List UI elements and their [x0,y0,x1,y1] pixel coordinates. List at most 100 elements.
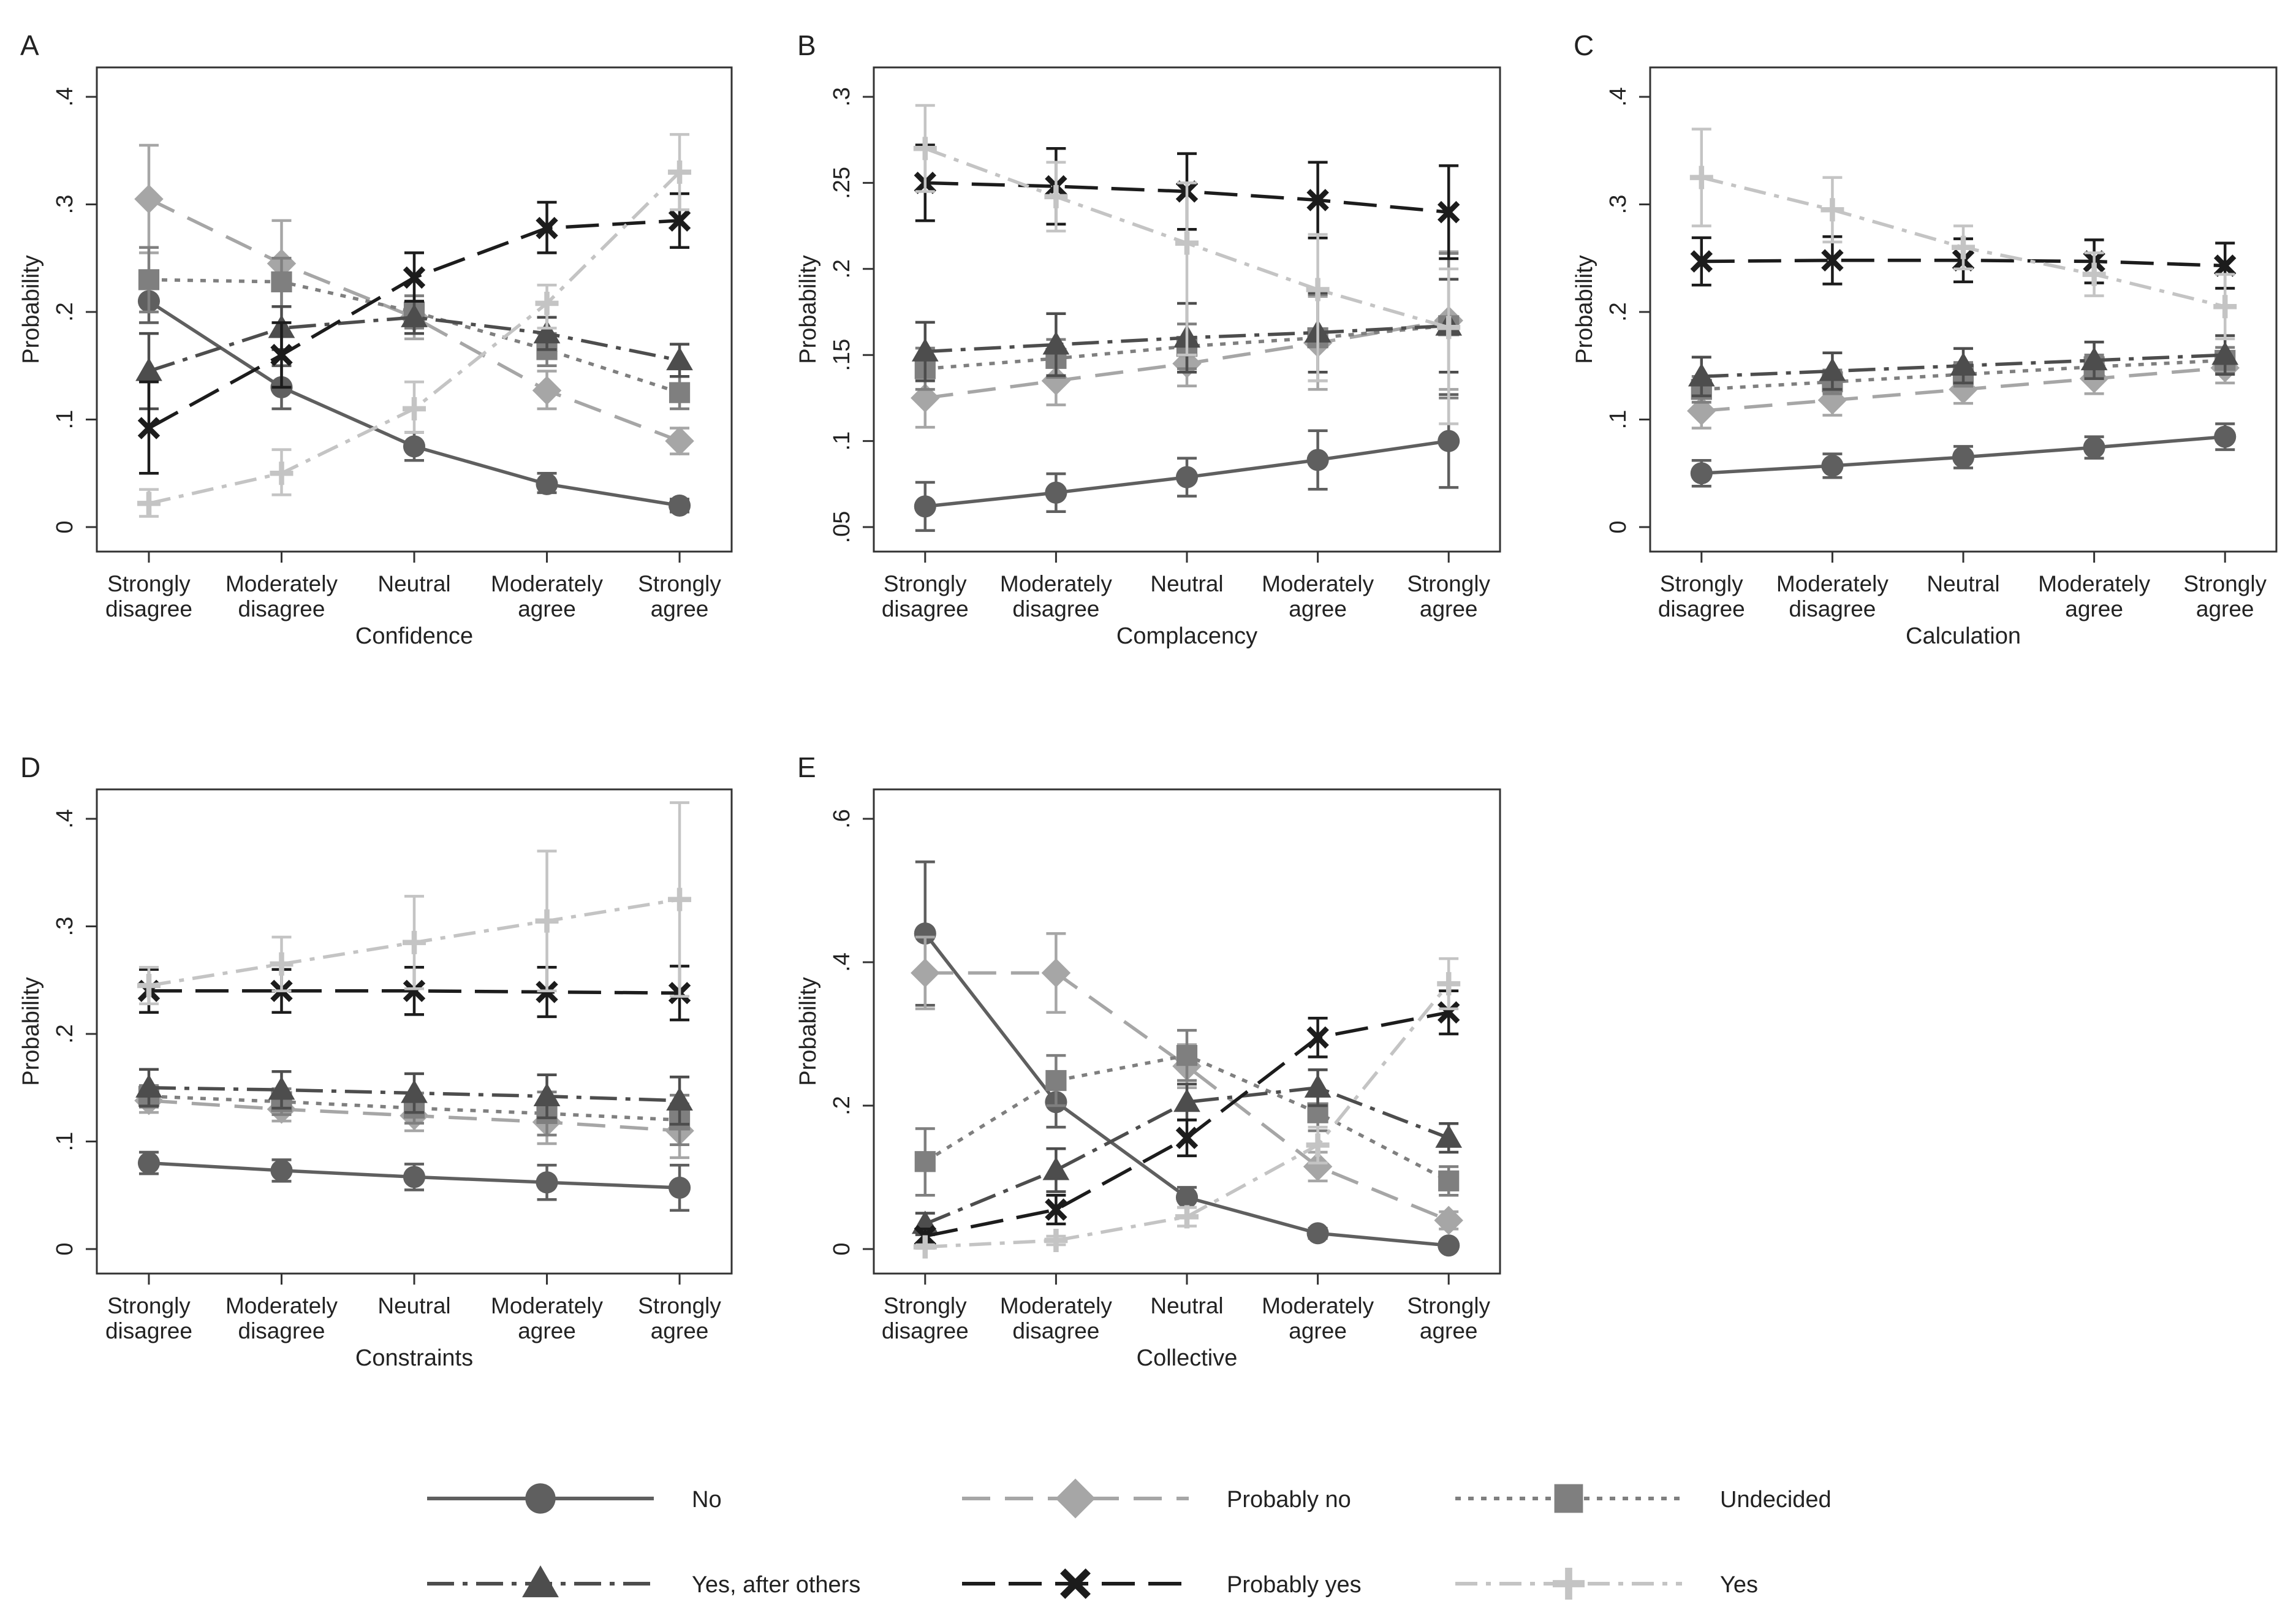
panel-a: A0.1.2.3.4ProbabilityStronglydisagreeMod… [18,29,733,649]
data-point [533,1082,561,1106]
y-axis-title: Probability [18,255,44,363]
data-point [137,492,161,515]
series-undecided [914,1028,1460,1197]
data-point [1952,446,1975,468]
data-point [270,952,294,976]
x-tick-label: disagree [882,596,969,621]
x-tick-label: agree [518,1318,576,1343]
series-probably-yes [137,192,691,475]
y-tick-label: .4 [52,87,78,107]
data-point [1688,363,1715,387]
series-line [924,1085,1450,1226]
y-tick-label: .3 [829,87,855,107]
y-tick-label: .4 [1605,87,1631,107]
y-tick-label: .4 [829,952,855,972]
series-yes [913,104,1461,425]
data-point [1175,1126,1199,1149]
data-point [134,184,164,214]
data-point [137,417,161,439]
data-point [2082,262,2106,286]
series-line [925,971,1450,1222]
data-point [911,338,939,362]
data-point [1306,1133,1330,1157]
data-point [1437,1001,1460,1024]
series-line [148,278,680,395]
y-axis-title: Probability [795,977,821,1085]
panel-letter: D [20,751,40,783]
data-point [1438,1234,1460,1257]
data-point [1306,189,1329,211]
data-point [138,269,160,291]
series-line [148,197,681,443]
data-point [1952,235,1975,259]
legend-label: No [692,1487,722,1513]
legend-label: Probably yes [1227,1572,1362,1598]
panel-d: D0.1.2.3.4ProbabilityStronglydisagreeMod… [18,751,733,1371]
y-tick-label: .05 [829,511,855,544]
x-tick-label: disagree [238,596,325,621]
data-point [914,495,936,518]
legend-label: Yes, after others [692,1572,860,1598]
y-axis-title: Probability [18,977,44,1085]
data-point [135,1074,162,1098]
legend-label: Yes [1720,1572,1758,1598]
data-point [1175,1186,1199,1209]
data-point [1045,481,1067,504]
data-point [137,974,161,998]
x-tick-label: disagree [1012,596,1099,621]
data-point [2214,425,2237,448]
x-tick-label: Strongly [638,1293,721,1318]
plot-frame [96,788,733,1275]
x-tick-label: Strongly [1407,1293,1490,1318]
x-tick-label: agree [651,1318,709,1343]
x-tick-label: disagree [105,1318,192,1343]
data-point [914,1151,936,1172]
y-tick-label: .4 [52,809,78,829]
y-tick-label: 0 [52,520,78,533]
data-point [668,494,691,517]
data-point [271,271,292,292]
data-point [535,909,559,933]
x-axis-title: Complacency [1116,623,1257,649]
legend-item-probably-no: Probably no [962,1478,1351,1519]
data-point [1304,1074,1332,1098]
x-tick-label: disagree [238,1318,325,1343]
series-yes [137,133,692,518]
error-bar [1177,181,1197,357]
panel-letter: A [20,29,39,61]
data-point [2211,341,2239,365]
panel-e: E0.2.4.6ProbabilityStronglydisagreeModer… [795,751,1501,1371]
data-point [1044,184,1068,208]
data-point [1690,462,1713,485]
data-point [665,426,694,456]
data-point [1821,454,1844,477]
data-point [403,979,426,1003]
series-yes [913,957,1461,1259]
y-tick-label: .3 [1605,195,1631,215]
y-tick-label: 0 [52,1242,78,1255]
data-point [1044,1228,1068,1252]
data-point [403,1166,426,1188]
data-point [1689,165,1713,189]
series-no [914,393,1460,532]
series-no [1690,422,2237,488]
x-axis-title: Constraints [355,1345,473,1371]
error-bar [1439,267,1459,425]
x-tick-label: Neutral [1150,571,1223,596]
legend-label: Undecided [1720,1487,1832,1513]
x-tick-label: agree [2196,596,2254,621]
legend: No Probably no Undecided Yes, after others P… [427,1478,1832,1600]
data-point [913,137,937,161]
x-tick-label: Strongly [1660,571,1743,596]
legend-item-undecided: Undecided [1455,1484,1832,1513]
data-point [1042,1157,1070,1180]
data-point [270,461,294,485]
data-point [1042,331,1070,355]
data-point [1435,1124,1463,1148]
legend-marker [1554,1484,1583,1513]
data-point [536,216,558,240]
x-axis-title: Collective [1137,1345,1238,1371]
data-point [1821,198,1844,222]
data-point [1437,200,1460,224]
x-tick-label: agree [1420,1318,1478,1343]
